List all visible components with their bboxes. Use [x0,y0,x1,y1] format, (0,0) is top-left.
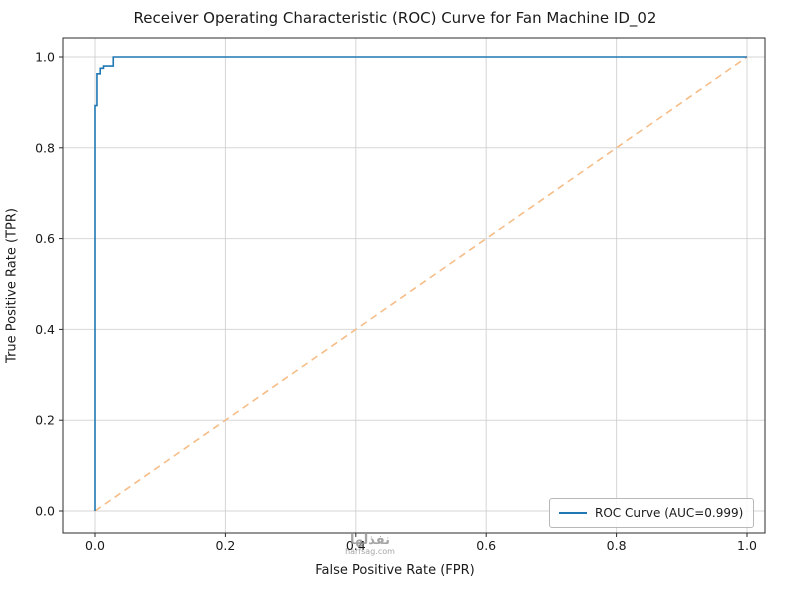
x-tick-label: 0.4 [346,538,366,553]
legend-label: ROC Curve (AUC=0.999) [595,506,744,520]
y-tick-label: 0.4 [35,322,55,337]
x-tick-label: 1.0 [737,538,757,553]
x-tick-label: 0.2 [215,538,235,553]
roc-curve-line [94,56,747,511]
y-tick-label: 0.0 [35,504,55,519]
y-tick-label: 1.0 [35,50,55,65]
x-tick-label: 0.8 [607,538,627,553]
legend-box: ROC Curve (AUC=0.999) [549,498,755,528]
y-tick-label: 0.2 [35,413,55,428]
x-tick-label: 0.0 [85,538,105,553]
axes-frame [62,37,766,534]
y-tick-label: 0.8 [35,140,55,155]
x-tick-label: 0.6 [476,538,496,553]
legend-line-swatch [559,512,587,514]
y-tick-label: 0.6 [35,231,55,246]
chart-title: Receiver Operating Characteristic (ROC) … [133,9,657,27]
x-axis-label: False Positive Rate (FPR) [315,563,475,578]
chance-diagonal-line [94,56,748,512]
